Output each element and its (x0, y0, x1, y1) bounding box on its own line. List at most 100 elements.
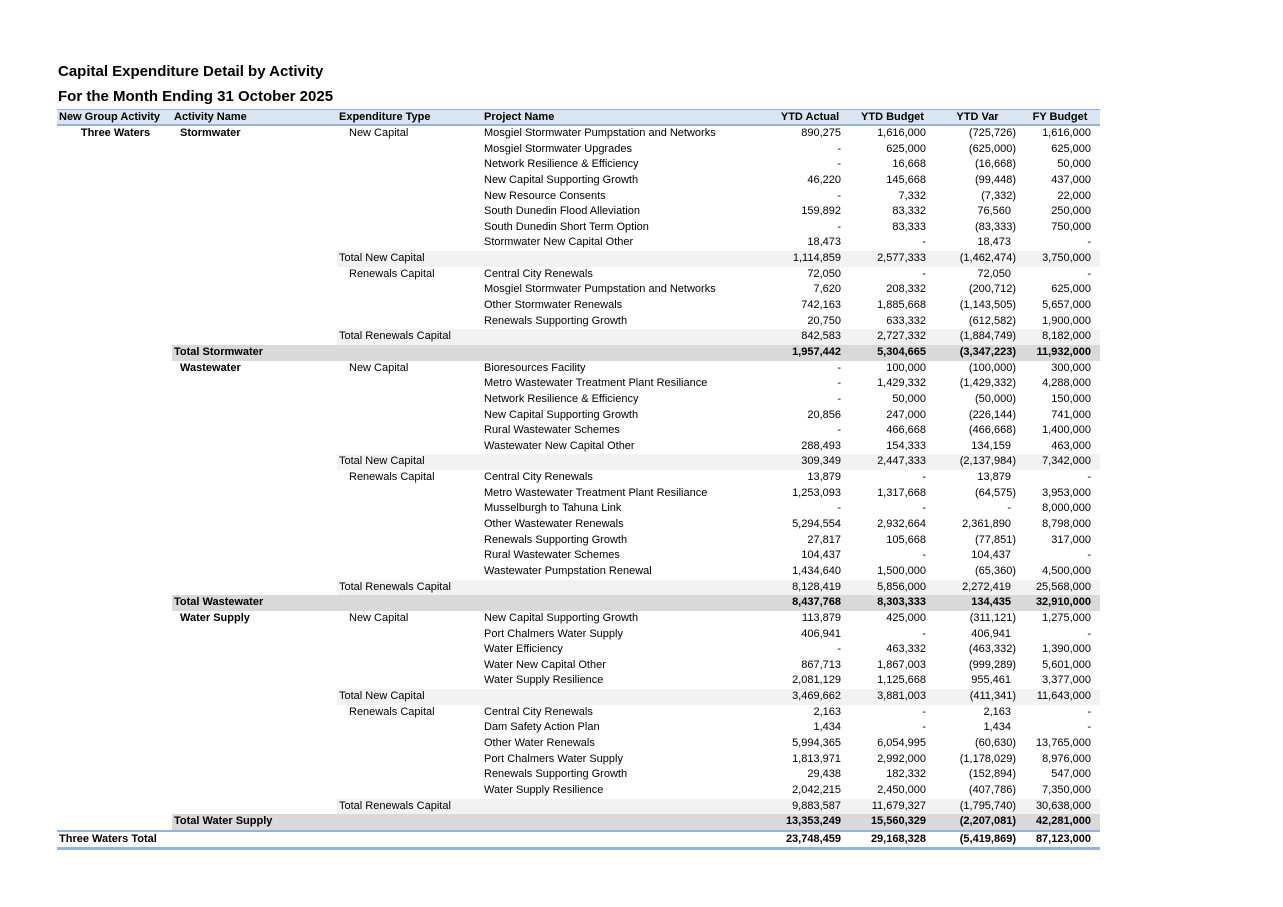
cell-ytd-budget: - (922, 236, 926, 249)
cell-activity (172, 173, 337, 189)
cell-project: Central City Renewals (484, 471, 593, 484)
cell-project: Mosgiel Stormwater Pumpstation and Netwo… (484, 127, 716, 139)
cell-ytd-budget: 29,168,328 (870, 832, 926, 845)
cell-ytd-budget: 3,881,003 (850, 689, 935, 705)
cell-expenditure-type: Total New Capital (337, 689, 482, 705)
cell-fy-budget: - (1087, 236, 1091, 249)
cell-ytd-budget: 154,333 (886, 439, 926, 452)
cell-activity (172, 752, 337, 768)
cell-ytd-actual: 13,879 (807, 471, 841, 484)
cell-group (57, 173, 172, 189)
cell-ytd-actual: 7,620 (813, 283, 841, 296)
cell-expenditure-type (337, 783, 482, 799)
cell-project: Other Water Renewals (484, 736, 595, 749)
cell-expenditure-type (337, 564, 482, 580)
cell-fy-budget: 625,000 (1051, 283, 1091, 296)
cell-ytd-budget: - (922, 549, 926, 562)
cell-ytd-actual: 46,220 (807, 173, 841, 186)
cell-expenditure-type: Total New Capital (337, 454, 482, 471)
cell-ytd-var: (2,207,081) (935, 814, 1020, 830)
cell-activity: Total Wastewater (172, 595, 337, 611)
cell-ytd-var: (64,575) (975, 486, 1016, 499)
cell-group (57, 595, 172, 611)
cell-ytd-var: (100,000) (968, 361, 1016, 374)
cell-expenditure-type (337, 814, 482, 830)
cell-ytd-budget: 15,560,329 (850, 814, 935, 830)
cell-group (57, 251, 172, 267)
cell-fy-budget: 250,000 (1051, 205, 1091, 218)
cell-ytd-actual: - (837, 424, 841, 437)
cell-ytd-var: (2,137,984) (935, 454, 1020, 471)
cell-fy-budget: 750,000 (1051, 220, 1091, 233)
cell-activity (172, 220, 337, 236)
cell-ytd-budget: 1,867,003 (877, 658, 926, 671)
column-header-project-name: Project Name (484, 111, 555, 123)
table-row: Network Resilience & Efficiency - 50,000 (5… (57, 392, 1100, 408)
cell-project: Bioresources Facility (484, 361, 586, 374)
cell-group (57, 673, 172, 689)
cell-project: South Dunedin Flood Alleviation (484, 205, 640, 218)
cell-group (57, 204, 172, 220)
cell-group (57, 564, 172, 580)
table-row: Port Chalmers Water Supply 406,941 - 406,94… (57, 627, 1100, 643)
cell-group (57, 767, 172, 783)
cell-expenditure-type (337, 533, 482, 549)
cell-fy-budget: 437,000 (1051, 173, 1091, 186)
cell-activity (172, 392, 337, 408)
cell-activity (172, 564, 337, 580)
cell-project (482, 798, 770, 815)
cell-ytd-var: (16,668) (975, 158, 1016, 171)
cell-project: Water Efficiency (484, 643, 563, 656)
cell-project: Other Stormwater Renewals (484, 299, 623, 312)
cell-group (57, 470, 172, 486)
table-row: New Resource Consents - 7,332 (7,332) 22,000 (57, 189, 1100, 205)
cell-project (482, 814, 770, 830)
cell-group (57, 423, 172, 439)
cell-fy-budget: 1,275,000 (1042, 611, 1091, 624)
cell-expenditure-type (337, 204, 482, 220)
cell-group (57, 220, 172, 236)
cell-expenditure-type: New Capital (349, 127, 409, 139)
cell-fy-budget: 3,953,000 (1042, 486, 1091, 499)
cell-activity (172, 189, 337, 205)
cell-activity (172, 533, 337, 549)
cell-group (57, 345, 172, 361)
cell-fy-budget: 30,638,000 (1020, 798, 1100, 815)
cell-activity (172, 314, 337, 330)
cell-project: Metro Wastewater Treatment Plant Resilia… (484, 486, 708, 499)
cell-expenditure-type (337, 157, 482, 173)
cell-group (57, 376, 172, 392)
cell-group (57, 501, 172, 517)
cell-expenditure-type (337, 736, 482, 752)
cell-project (482, 689, 770, 705)
cell-group: Three Waters (80, 127, 151, 139)
table-row: Water New Capital Other 867,713 1,867,003 (… (57, 658, 1100, 674)
cell-ytd-var: 18,473 (977, 236, 1011, 249)
cell-project: New Capital Supporting Growth (484, 173, 639, 186)
cell-group (57, 752, 172, 768)
cell-ytd-budget: 145,668 (886, 173, 926, 186)
cell-project: Wastewater Pumpstation Renewal (484, 564, 652, 577)
cell-ytd-budget: - (922, 721, 926, 734)
table-row: Total Wastewater 8,437,768 8,303,333 134,43… (57, 595, 1100, 611)
cell-ytd-actual: 406,941 (801, 627, 841, 640)
cell-expenditure-type: Total Renewals Capital (337, 798, 482, 815)
cell-fy-budget: 8,798,000 (1042, 518, 1091, 531)
cell-project: Mosgiel Stormwater Upgrades (484, 142, 632, 155)
cell-expenditure-type (337, 142, 482, 158)
table-row: Stormwater New Capital Other 18,473 - 18,47… (57, 235, 1100, 251)
cell-expenditure-type (337, 376, 482, 392)
cell-activity (172, 454, 337, 470)
cell-ytd-var: 2,163 (983, 705, 1011, 718)
cell-ytd-actual: 29,438 (807, 768, 841, 781)
cell-project: Network Resilience & Efficiency (484, 158, 639, 171)
cell-group (57, 282, 172, 298)
cell-group (57, 235, 172, 251)
cell-expenditure-type (337, 189, 482, 205)
column-header-ytd-actual: YTD Actual (780, 111, 840, 123)
cell-ytd-budget: 2,447,333 (850, 454, 935, 471)
cell-activity (172, 689, 337, 705)
cell-expenditure-type (337, 408, 482, 424)
cell-project: Central City Renewals (484, 267, 593, 280)
column-header-ytd-budget: YTD Budget (861, 111, 924, 123)
